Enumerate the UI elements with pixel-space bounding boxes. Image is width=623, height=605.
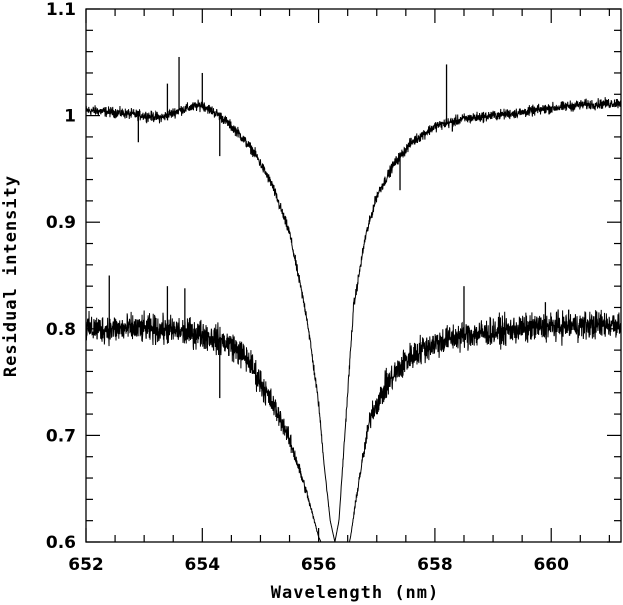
plot-frame	[85, 8, 622, 543]
y-tick-label: 0.7	[46, 426, 76, 446]
y-tick-label: 1	[64, 107, 76, 127]
tick-labels: 652 654 656 658 660 0.6 0.7 0.8 0.9 1 1.1	[46, 0, 569, 575]
y-tick-label: 0.6	[46, 533, 76, 553]
y-tick-label: 1.1	[46, 0, 76, 20]
y-axis-label: Residual intensity	[1, 175, 21, 377]
y-tick-label: 0.8	[46, 320, 76, 340]
ticks	[85, 8, 621, 543]
series-layer	[86, 56, 621, 542]
x-tick-label: 652	[68, 555, 104, 575]
spectrum-line	[86, 309, 621, 542]
y-tick-label: 0.9	[46, 213, 76, 233]
x-tick-label: 654	[185, 555, 221, 575]
spectrum-line	[86, 97, 621, 542]
x-axis-label: Wavelength (nm)	[271, 583, 440, 603]
x-tick-label: 660	[533, 555, 569, 575]
x-tick-label: 656	[301, 555, 337, 575]
x-tick-label: 658	[417, 555, 453, 575]
